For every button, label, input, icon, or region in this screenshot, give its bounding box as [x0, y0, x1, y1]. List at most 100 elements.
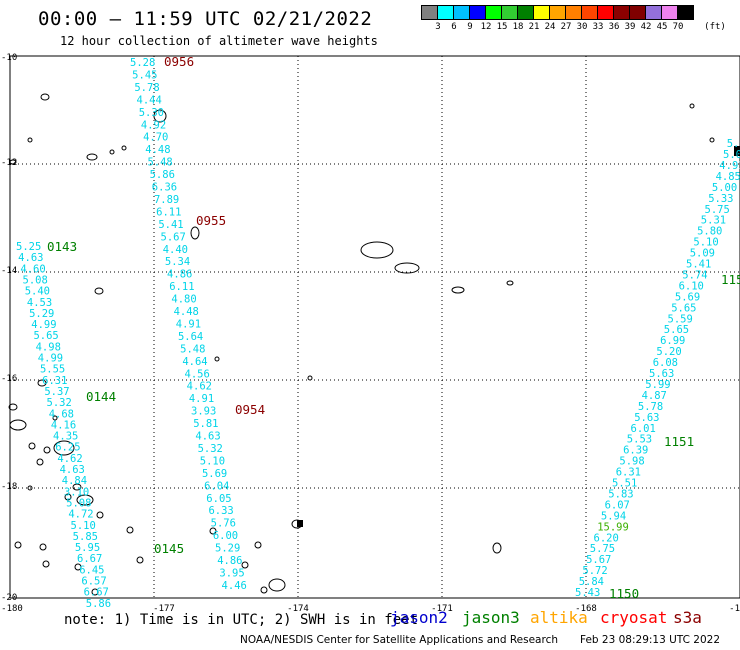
scale-label: 30	[576, 22, 588, 32]
island-outline	[8, 403, 18, 411]
scale-label: 70	[672, 22, 684, 32]
island-outline	[209, 527, 217, 535]
scale-label: 3	[435, 22, 441, 32]
track-0956-value: 5.32	[198, 443, 223, 455]
track-1150-value: 5.69	[675, 291, 700, 303]
scale-label: 45	[656, 22, 668, 32]
track-0143-value: 4.60	[20, 263, 45, 275]
island-outline	[43, 446, 51, 454]
island-outline	[36, 458, 44, 466]
scale-label: 33	[592, 22, 604, 32]
lon-label: -174	[287, 604, 309, 614]
track-0956-value: 5.64	[178, 331, 203, 343]
track-1150-value: 6.31	[616, 467, 641, 479]
island-outline	[74, 563, 82, 571]
track-0143-value: 5.37	[44, 386, 69, 398]
track-1150-value: 5.65	[664, 324, 689, 336]
track-0956-value: 3.93	[191, 406, 216, 418]
track-0143-value: 6.67	[77, 553, 102, 565]
track-0143-value: 4.63	[60, 464, 85, 476]
track-0143-value: 5.86	[86, 598, 111, 610]
island-outline	[72, 483, 82, 491]
track-1150-value: 5.53	[627, 434, 652, 446]
track-0143-value: 6.31	[42, 375, 67, 387]
scale-label: 27	[560, 22, 572, 32]
track-0956-value: 4.63	[195, 431, 220, 443]
track-1150-value: 5.59	[668, 313, 693, 325]
scale-unit: (ft)	[704, 22, 726, 32]
legend-jason3: jason3	[462, 608, 520, 627]
track-1150-value: 5.20	[656, 346, 681, 358]
track-1150-value: 5.80	[697, 226, 722, 238]
track-0143-value: 5.08	[66, 497, 91, 509]
island-outline	[42, 560, 50, 568]
track-0143-value: 5.85	[73, 531, 98, 543]
track-0143-value: 4.99	[38, 353, 63, 365]
island-outline	[109, 149, 115, 155]
scale-label: 36	[608, 22, 620, 32]
island-outline	[153, 109, 167, 123]
island-outline	[190, 226, 200, 240]
island-outline	[214, 356, 220, 362]
island-outline	[64, 493, 72, 501]
island-outline	[91, 588, 99, 596]
track-0143-value: 6.57	[81, 576, 106, 588]
lat-label: -18	[1, 482, 17, 492]
legend-s3a: s3a	[673, 608, 702, 627]
island-outline	[121, 145, 127, 151]
track-1150-value: 5.31	[701, 215, 726, 227]
track-0956-value: 3.95	[219, 567, 244, 579]
island-outline	[492, 542, 502, 554]
map-subtitle: 12 hour collection of altimeter wave hei…	[60, 34, 378, 48]
track-1150-value: 4.85	[716, 171, 740, 183]
track-0956-value: 6.11	[169, 281, 194, 293]
track-0143-value: 5.32	[47, 397, 72, 409]
track-0143-value: 5.65	[33, 330, 58, 342]
lat-label: -16	[1, 374, 17, 384]
credit-text: NOAA/NESDIS Center for Satellite Applica…	[240, 634, 558, 646]
track-0956-value: 4.92	[141, 119, 166, 131]
track-0143-value: 5.95	[75, 542, 100, 554]
track-0956-value: 6.11	[156, 206, 181, 218]
track-1150-value: 5.43	[575, 587, 600, 599]
track-1150-value: 5.10	[693, 237, 718, 249]
island-outline	[27, 137, 33, 143]
track-0954-time: 0954	[235, 402, 265, 417]
track-1150-value: 5.63	[649, 368, 674, 380]
scale-label: 21	[528, 22, 540, 32]
track-1150-value: 5.94	[601, 510, 626, 522]
track-0956-value: 4.46	[222, 580, 247, 592]
track-0956-value: 5.86	[150, 169, 175, 181]
track-1150-value: 15.99	[597, 521, 629, 533]
track-1150-value: 5.33	[708, 193, 733, 205]
scale-label: 15	[496, 22, 508, 32]
track-1150-value: 5.41	[686, 259, 711, 271]
track-0143-value: 6.67	[84, 587, 109, 599]
track-0956-value: 5.48	[147, 157, 172, 169]
track-0956-value: 4.80	[171, 294, 196, 306]
island-outline	[268, 578, 286, 592]
track-0956-value: 5.81	[193, 418, 218, 430]
island-outline	[53, 440, 75, 456]
track-0956-value: 5.76	[211, 518, 236, 530]
island-outline	[52, 415, 58, 421]
track-0143-value: 4.68	[49, 408, 74, 420]
lat-label: -10	[1, 53, 17, 63]
track-0956-value: 6.05	[206, 493, 231, 505]
track-1150-value: 6.99	[660, 335, 685, 347]
island-outline	[394, 262, 420, 274]
track-0143-value: 4.99	[31, 319, 56, 331]
map-title: 00:00 – 11:59 UTC 02/21/2022	[38, 8, 373, 30]
track-0143-value: 4.98	[36, 341, 61, 353]
track-0956-value: 4.62	[187, 381, 212, 393]
scale-label: 9	[467, 22, 473, 32]
track-0956-value: 5.78	[134, 82, 159, 94]
track-1150-value: 6.39	[623, 445, 648, 457]
lat-label: -14	[1, 266, 17, 276]
island-outline	[254, 541, 262, 549]
track-1150-value: 6.08	[653, 357, 678, 369]
lat-label: -20	[1, 593, 17, 603]
track-0143-value: 5.29	[29, 308, 54, 320]
track-0143-value: 5.40	[25, 286, 50, 298]
